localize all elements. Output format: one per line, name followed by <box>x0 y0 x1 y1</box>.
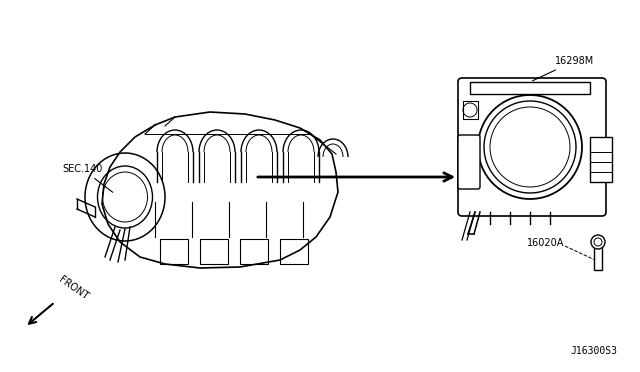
Circle shape <box>591 235 605 249</box>
Bar <box>280 239 308 264</box>
Circle shape <box>478 95 582 199</box>
Text: 16298M: 16298M <box>532 56 595 81</box>
Bar <box>200 239 228 264</box>
Text: J16300S3: J16300S3 <box>570 346 617 356</box>
Bar <box>594 242 602 270</box>
Bar <box>470 82 590 94</box>
Bar <box>240 239 268 264</box>
Text: FRONT: FRONT <box>57 275 90 302</box>
FancyBboxPatch shape <box>458 78 606 216</box>
FancyBboxPatch shape <box>458 135 480 189</box>
Bar <box>160 239 188 264</box>
Text: 16020A: 16020A <box>527 238 564 248</box>
Ellipse shape <box>85 153 165 241</box>
Ellipse shape <box>97 166 152 228</box>
Text: SEC.140: SEC.140 <box>62 164 113 192</box>
Bar <box>590 137 612 182</box>
Bar <box>463 101 478 119</box>
